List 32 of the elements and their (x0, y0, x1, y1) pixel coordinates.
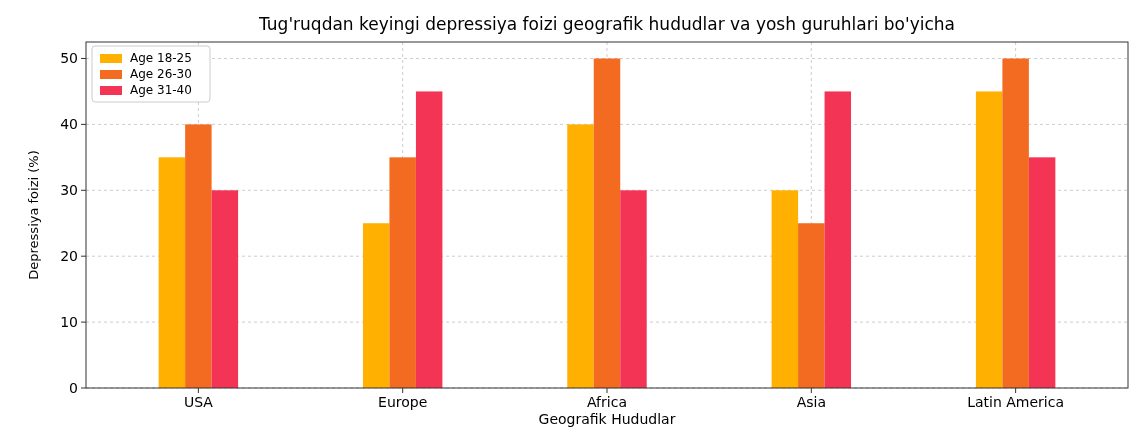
x-tick-label: USA (183, 394, 214, 410)
legend-label: Age 26-30 (130, 67, 192, 81)
y-tick-label: 30 (60, 182, 78, 199)
bar (211, 190, 239, 388)
x-tick-label: Europe (378, 394, 428, 410)
y-tick-label: 0 (69, 379, 78, 396)
legend-label: Age 18-25 (130, 51, 192, 65)
bar (593, 58, 621, 388)
x-tick-label: Asia (796, 394, 826, 410)
y-tick-label: 10 (60, 314, 78, 330)
x-tick-label: Africa (587, 394, 627, 410)
bar (620, 190, 647, 388)
bar (185, 124, 212, 388)
bar (824, 91, 852, 388)
bar (389, 157, 416, 388)
y-tick-label: 40 (60, 116, 78, 133)
bar (1028, 157, 1056, 388)
bar (567, 124, 594, 388)
bar (158, 157, 186, 388)
bar (975, 91, 1003, 388)
bar (798, 223, 825, 388)
bar (362, 223, 390, 388)
y-tick-label: 20 (60, 248, 78, 265)
legend-label: Age 31-40 (130, 83, 192, 97)
bar (771, 190, 799, 388)
bar (1002, 58, 1029, 388)
chart-title: Tug'ruqdan keyingi depressiya foizi geografik hududlar va yosh guruhlari bo'yicha (258, 14, 955, 34)
y-axis-title: Depressiya foizi (%) (26, 150, 41, 280)
y-tick-label: 50 (60, 50, 78, 67)
x-tick-label: Latin America (967, 394, 1065, 410)
x-axis-title: Geografik Hududlar (538, 411, 676, 427)
bar (415, 91, 443, 388)
